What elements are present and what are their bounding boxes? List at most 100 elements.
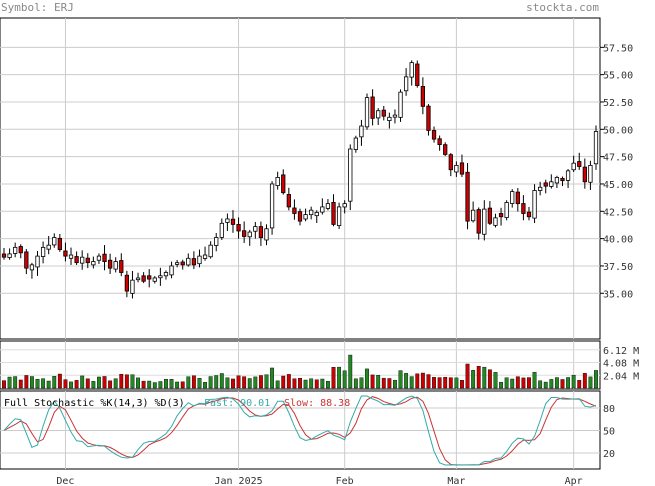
candle-body: [180, 261, 185, 266]
volume-bar: [404, 373, 409, 389]
candle-body: [376, 110, 381, 119]
candle-body: [152, 277, 157, 282]
price-tick-label: 47.50: [603, 153, 633, 164]
candle-body: [448, 154, 453, 171]
candle-body: [35, 255, 40, 268]
volume-bar: [571, 374, 576, 389]
candle-body: [163, 272, 169, 277]
volume-bar: [158, 381, 163, 389]
volume-bar: [582, 373, 587, 389]
candle-body: [158, 275, 163, 279]
candle-body: [593, 131, 599, 165]
candle-body: [264, 228, 269, 241]
candle-body: [443, 144, 448, 155]
candle-body: [7, 253, 12, 258]
volume-bars: [2, 354, 598, 389]
volume-bar: [41, 378, 46, 389]
candle-body: [420, 86, 425, 107]
candle-body: [487, 207, 493, 224]
stochastic-lines: [3, 395, 597, 466]
candle-body: [52, 237, 57, 246]
volume-bar: [208, 376, 213, 389]
price-tick-label: 57.50: [603, 43, 633, 54]
volume-bar: [292, 378, 297, 389]
candle-body: [431, 130, 437, 140]
candle-body: [197, 255, 202, 265]
x-tick-label: Apr: [565, 476, 583, 486]
candle-body: [359, 125, 364, 138]
candle-body: [471, 209, 476, 222]
volume-bar: [370, 374, 375, 389]
volume-bar: [225, 377, 230, 389]
x-tick-label: Mar: [447, 476, 465, 486]
candle-body: [119, 260, 124, 273]
candle-body: [437, 138, 442, 146]
candle-body: [85, 257, 90, 264]
candle-body: [364, 97, 370, 128]
candle-body: [521, 203, 526, 214]
candle-body: [342, 203, 347, 208]
candle-body: [29, 264, 35, 271]
volume-bar: [264, 374, 269, 389]
volume-bar: [258, 375, 263, 389]
volume-bar: [588, 376, 593, 389]
volume-bar: [29, 376, 34, 389]
volume-bar: [169, 379, 174, 389]
volume-bar: [398, 370, 403, 389]
candle-body: [510, 191, 515, 204]
volume-bar: [191, 375, 196, 389]
volume-tick-label: 4.08 M: [603, 359, 639, 370]
candle-body: [281, 174, 286, 194]
volume-bar: [119, 373, 124, 389]
candle-body: [353, 137, 358, 150]
candle-body: [582, 166, 587, 183]
volume-bar: [24, 375, 29, 389]
candle-body: [175, 262, 180, 265]
candle-body: [74, 256, 79, 264]
candle-body: [398, 91, 403, 118]
volume-bar: [63, 379, 68, 389]
candle-body: [526, 211, 532, 218]
candle-body: [459, 162, 465, 175]
price-tick-label: 52.50: [603, 98, 633, 109]
volume-bar: [543, 381, 548, 389]
volume-bar: [376, 374, 381, 389]
price-tick-label: 42.50: [603, 207, 633, 218]
candle-body: [387, 116, 392, 121]
volume-bar: [214, 375, 219, 389]
volume-bar: [348, 354, 353, 389]
volume-bar: [409, 376, 414, 389]
volume-bar: [124, 374, 129, 389]
volume-bar: [499, 381, 503, 389]
volume-bar: [460, 380, 464, 389]
candle-body: [253, 226, 258, 232]
stochastic-tick-label: 20: [603, 449, 615, 460]
volume-bar: [275, 380, 280, 389]
price-tick-label: 50.00: [603, 125, 633, 136]
price-tick-label: 35.00: [603, 289, 633, 300]
volume-bar: [203, 382, 207, 389]
candle-body: [236, 224, 241, 232]
price-tick-label: 45.00: [603, 180, 633, 191]
volume-bar: [270, 367, 275, 389]
volume-bar: [35, 378, 40, 389]
volume-bar: [331, 366, 336, 389]
candle-body: [80, 256, 85, 264]
stochastic-title: Full Stochastic %K(14,3) %D(3): [4, 398, 185, 409]
candle-body: [286, 194, 291, 208]
grid-layer: [0, 18, 600, 469]
volume-bar: [74, 380, 79, 389]
candle-body: [102, 253, 107, 262]
candle-body: [230, 218, 236, 225]
volume-bar: [521, 377, 526, 389]
price-tick-label: 40.00: [603, 235, 633, 246]
candle-body: [46, 244, 51, 250]
candle-body: [426, 105, 431, 131]
volume-bar: [2, 380, 6, 389]
x-tick-label: Feb: [336, 476, 354, 486]
candle-body: [208, 244, 213, 258]
volume-bar: [286, 374, 291, 389]
volume-bar: [493, 372, 498, 389]
candle-body: [325, 203, 331, 209]
